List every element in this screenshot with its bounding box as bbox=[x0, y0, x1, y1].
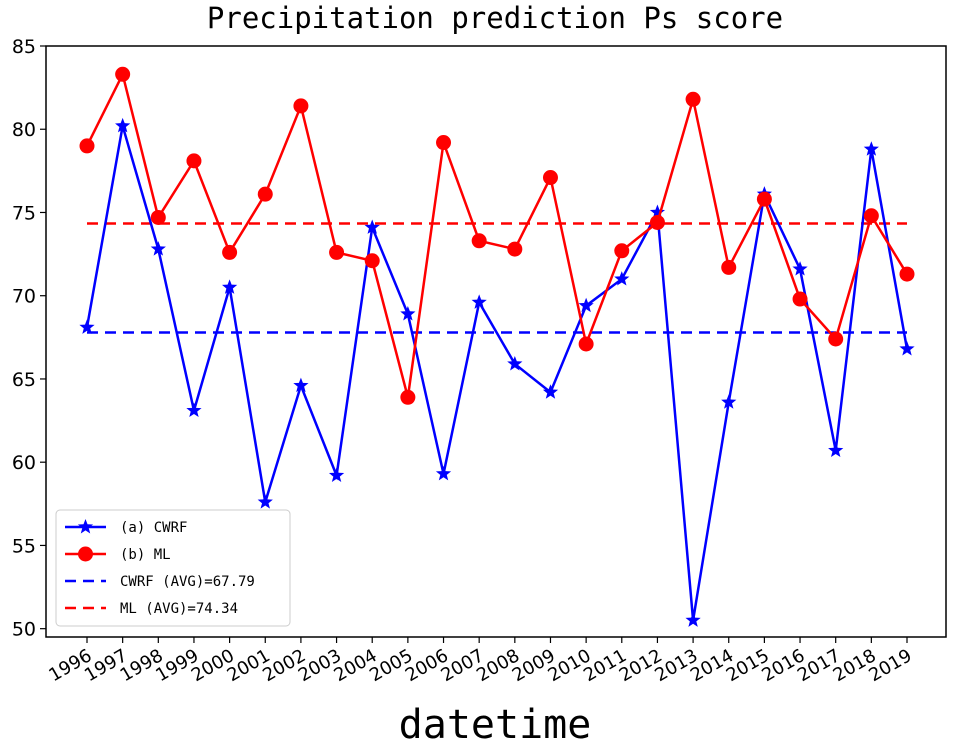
data-point bbox=[828, 331, 844, 347]
data-point bbox=[899, 340, 915, 356]
data-point bbox=[756, 191, 772, 207]
y-tick-label: 55 bbox=[12, 535, 36, 557]
data-point bbox=[828, 442, 844, 458]
data-point bbox=[507, 355, 523, 371]
legend-marker bbox=[77, 519, 94, 534]
data-point bbox=[792, 261, 808, 276]
data-point bbox=[222, 279, 238, 294]
series-line bbox=[85, 125, 909, 621]
data-point bbox=[507, 241, 523, 257]
legend-label: CWRF (AVG)=67.79 bbox=[120, 574, 255, 590]
chart-title: Precipitation prediction Ps score bbox=[207, 1, 783, 35]
y-tick-label: 80 bbox=[12, 119, 36, 141]
data-point bbox=[115, 117, 131, 133]
legend-label: ML (AVG)=74.34 bbox=[120, 601, 238, 617]
data-point bbox=[649, 204, 666, 219]
data-point bbox=[899, 266, 915, 282]
data-point bbox=[293, 98, 309, 114]
plot-area: 5055606570758085199619971998199920002001… bbox=[12, 36, 947, 686]
data-point bbox=[186, 402, 202, 418]
data-point bbox=[257, 186, 273, 202]
data-point bbox=[542, 170, 558, 186]
data-point bbox=[79, 138, 95, 154]
legend-box bbox=[55, 509, 291, 627]
y-tick-label: 75 bbox=[12, 202, 36, 224]
data-point bbox=[400, 306, 416, 321]
data-point bbox=[721, 259, 737, 275]
legend-label: (a) CWRF bbox=[120, 520, 187, 536]
y-tick-label: 65 bbox=[12, 369, 36, 391]
data-point bbox=[115, 66, 131, 82]
data-point bbox=[435, 465, 452, 481]
data-point bbox=[150, 209, 166, 225]
data-point bbox=[685, 612, 701, 627]
y-tick-label: 50 bbox=[12, 619, 36, 641]
data-point bbox=[614, 243, 630, 259]
data-point bbox=[150, 241, 166, 256]
data-point bbox=[614, 271, 630, 286]
series-line bbox=[85, 70, 909, 398]
y-tick-label: 70 bbox=[12, 286, 36, 308]
x-axis-label: datetime bbox=[399, 702, 592, 747]
data-point bbox=[364, 219, 380, 234]
data-point bbox=[293, 377, 309, 393]
axes-frame bbox=[45, 45, 947, 638]
y-tick-label: 60 bbox=[12, 452, 36, 474]
data-point bbox=[721, 394, 737, 409]
data-point bbox=[863, 141, 879, 156]
data-point bbox=[578, 297, 594, 313]
legend-marker bbox=[78, 546, 93, 562]
data-point bbox=[329, 244, 345, 260]
data-point bbox=[578, 336, 594, 352]
data-point bbox=[792, 291, 808, 307]
data-point bbox=[685, 91, 701, 107]
data-point bbox=[436, 135, 452, 151]
data-point bbox=[542, 384, 559, 399]
data-point bbox=[471, 233, 487, 249]
data-point bbox=[186, 153, 202, 169]
data-point bbox=[649, 214, 665, 230]
legend-label: (b) ML bbox=[120, 547, 171, 563]
data-point bbox=[863, 208, 879, 224]
data-point bbox=[222, 244, 238, 260]
data-point bbox=[257, 494, 273, 509]
data-point bbox=[400, 389, 416, 405]
y-tick-label: 85 bbox=[12, 36, 36, 58]
data-point bbox=[364, 253, 380, 269]
data-point bbox=[328, 467, 345, 482]
data-point bbox=[79, 319, 95, 334]
data-point bbox=[471, 294, 487, 309]
